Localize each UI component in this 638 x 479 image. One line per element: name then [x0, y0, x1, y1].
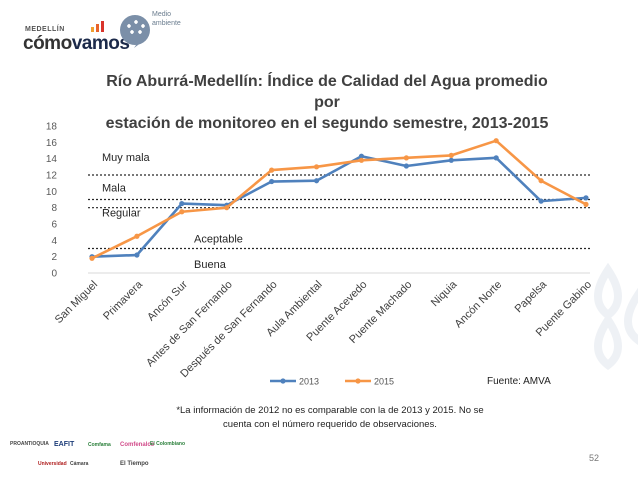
page-number: 52 — [589, 453, 600, 463]
brand-small-text: MEDELLÍN — [25, 26, 65, 33]
badge-text: Medio ambiente — [152, 10, 181, 28]
sponsor-7: Universidad — [38, 461, 67, 467]
medio-ambiente-badge-icon — [120, 15, 150, 48]
series-lines — [89, 138, 589, 261]
x-tick-label: San Miguel — [53, 279, 100, 326]
data-point-2013 — [269, 178, 275, 185]
y-tick-label: 16 — [46, 138, 58, 149]
legend-label-2013: 2013 — [299, 377, 319, 387]
data-point-2015 — [403, 155, 409, 161]
data-point-2013 — [134, 252, 140, 258]
y-tick-label: 4 — [51, 236, 57, 247]
y-tick-label: 8 — [51, 203, 57, 214]
legend-marker-2015 — [355, 378, 361, 384]
legend: 2013 2015 — [270, 377, 394, 387]
footnote-line1: *La información de 2012 no es comparable… — [176, 405, 484, 416]
y-tick-label: 14 — [46, 154, 58, 165]
series-line-2015 — [91, 139, 587, 260]
data-point-2015 — [538, 178, 544, 184]
chart-title: Río Aburrá-Medellín: Índice de Calidad d… — [92, 71, 562, 134]
data-point-2013 — [448, 157, 454, 163]
quality-band-labels: Muy mala Mala Regular Aceptable Buena — [102, 152, 243, 271]
brand-big-text: cómovamos — [23, 33, 130, 55]
band-label: Muy mala — [102, 152, 151, 164]
threshold-lines — [88, 174, 590, 250]
brand-como: cómo — [23, 33, 72, 54]
sponsor-3: Comfenalco — [120, 442, 155, 448]
sponsor-0: PROANTIOQUIA — [10, 441, 49, 447]
data-point-2015 — [224, 205, 230, 211]
y-tick-labels: 0 2 4 6 8 10 12 14 16 18 — [46, 122, 58, 280]
data-point-2013 — [493, 155, 499, 161]
data-point-2015 — [358, 157, 365, 163]
y-tick-label: 10 — [46, 187, 58, 198]
legend-label-2015: 2015 — [374, 377, 394, 387]
droplet-watermark-icon — [594, 262, 638, 371]
data-point-2015 — [134, 233, 140, 239]
medellin-como-vamos-logo: MEDELLÍN cómovamos — [12, 12, 130, 54]
badge-line2: ambiente — [152, 20, 181, 27]
band-label: Aceptable — [194, 234, 243, 246]
data-point-2015 — [313, 164, 320, 170]
y-tick-label: 2 — [51, 252, 57, 263]
badge-line1: Medio — [152, 11, 172, 18]
y-tick-label: 6 — [51, 220, 57, 231]
data-point-2013 — [179, 200, 185, 207]
x-tick-label: Ancón Sur — [145, 278, 190, 323]
x-tick-label: Niquia — [429, 278, 460, 309]
y-tick-label: 0 — [51, 269, 57, 280]
x-tick-label: Ancón Norte — [453, 279, 505, 331]
footnote: *La información de 2012 no es comparable… — [140, 404, 520, 432]
y-tick-label: 18 — [46, 122, 58, 133]
data-point-2015 — [89, 255, 95, 261]
sponsor-1: EAFIT — [54, 441, 75, 448]
sponsor-5: Cámara — [70, 461, 89, 467]
footnote-line2: cuenta con el número requerido de observ… — [223, 419, 437, 430]
brand-vamos: vamos — [71, 33, 130, 54]
band-label: Buena — [194, 259, 227, 271]
x-tick-label: Primavera — [101, 278, 146, 323]
band-label: Mala — [102, 182, 127, 194]
data-point-2015 — [583, 201, 589, 207]
chart-title-line2: estación de monitoreo en el segundo seme… — [105, 115, 549, 132]
source-note: Fuente: AMVA — [487, 376, 551, 387]
data-point-2013 — [538, 198, 544, 204]
legend-marker-2013 — [280, 378, 286, 384]
chart-title-line1: Río Aburrá-Medellín: Índice de Calidad d… — [106, 73, 548, 111]
data-point-2015 — [493, 138, 499, 144]
data-point-2013 — [583, 195, 589, 201]
data-point-2015 — [448, 152, 454, 158]
series-line-2013 — [91, 154, 587, 258]
data-point-2013 — [403, 163, 409, 169]
x-tick-label: Papelsa — [513, 278, 550, 315]
data-point-2013 — [358, 153, 365, 159]
sponsor-logos: PROANTIOQUIA EAFIT Comfama Comfenalco El… — [8, 437, 198, 479]
data-point-2015 — [269, 167, 275, 173]
band-label: Regular — [102, 208, 141, 220]
sponsor-4: El Colombiano — [150, 441, 185, 447]
data-point-2013 — [313, 178, 320, 184]
bar-logo-icon — [91, 21, 104, 32]
x-tick-label: Antes de San Fernando — [144, 279, 235, 370]
sponsor-6: El Tiempo — [120, 461, 149, 467]
data-point-2015 — [179, 209, 185, 215]
y-tick-label: 12 — [46, 171, 58, 182]
sponsor-2: Comfama — [88, 442, 111, 448]
